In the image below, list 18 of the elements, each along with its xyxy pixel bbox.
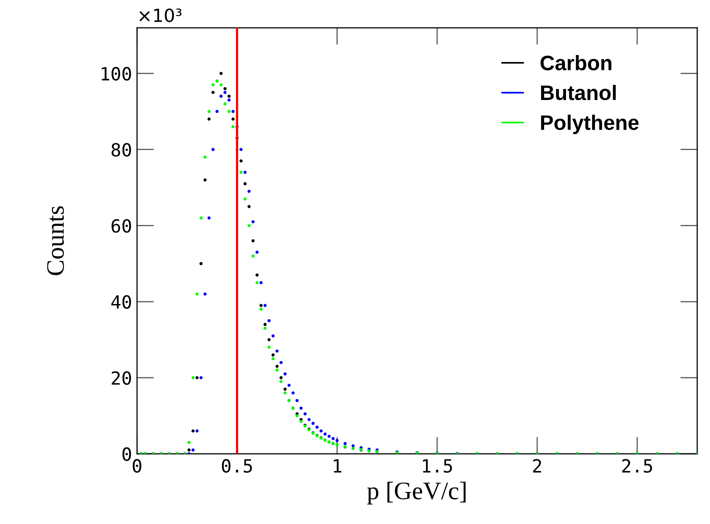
x-tick-label: 1	[334, 459, 342, 472]
y-tick-label: 60	[112, 219, 131, 233]
x-axis-title: p [GeV/c]	[367, 482, 466, 504]
legend-label: Polythene	[541, 114, 639, 134]
y-tick-label: 100	[102, 66, 131, 81]
x-tick-label: 2	[533, 459, 542, 472]
legend-label: Butanol	[541, 84, 616, 100]
legend-label: Carbon	[540, 55, 612, 70]
x-tick-label: 0	[132, 459, 142, 473]
y-tick-label: 40	[111, 295, 131, 309]
x-tick-label: 1.5	[422, 459, 452, 473]
y-tick-label: 80	[112, 142, 131, 157]
x-tick-label: 2.5	[622, 459, 652, 473]
text: ×10³	[140, 8, 182, 22]
y-tick-label: 0	[122, 447, 131, 461]
y-tick-label: 20	[112, 371, 131, 385]
y-axis-title: Counts	[47, 206, 64, 276]
x-tick-label: 0.5	[222, 459, 252, 473]
